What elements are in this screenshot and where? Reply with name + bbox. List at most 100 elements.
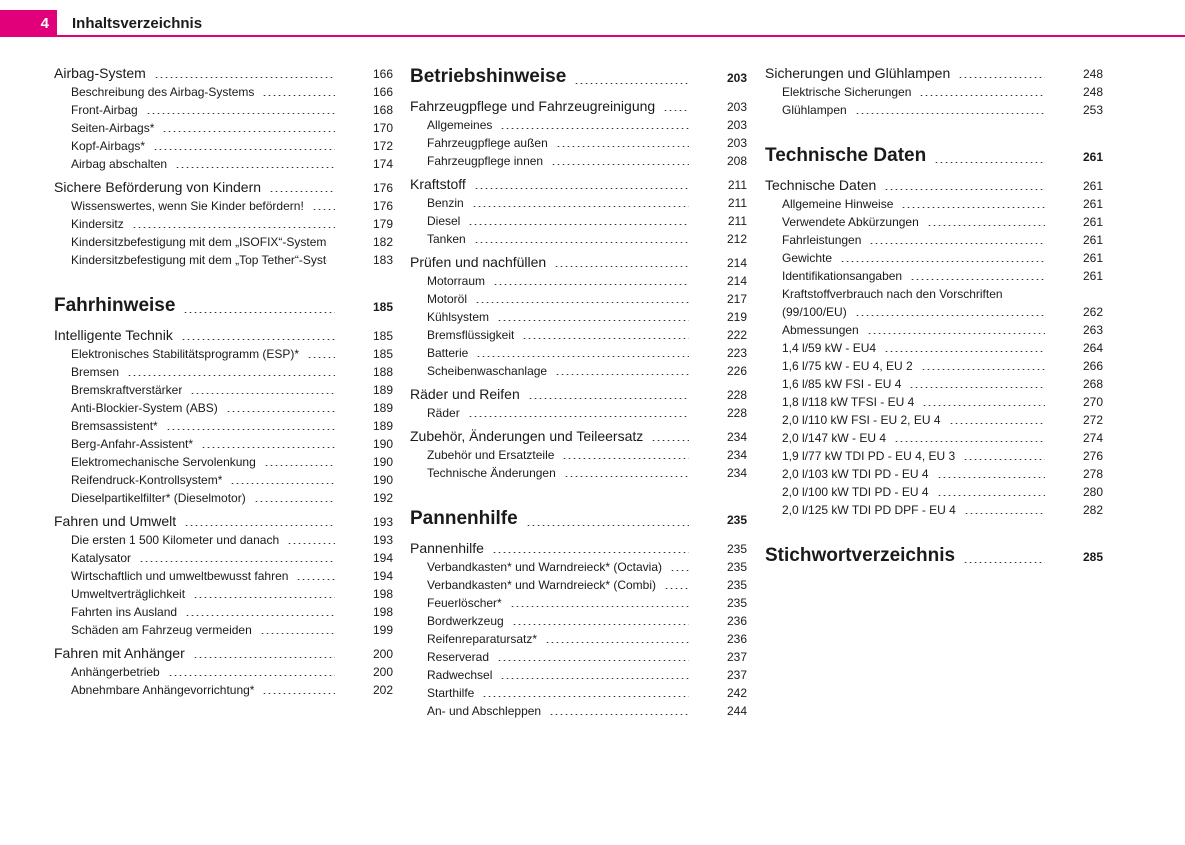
toc-entry[interactable]: Kindersitzbefestigung mit dem „ISOFIX“-S… — [54, 233, 393, 251]
toc-entry[interactable]: Elektromechanische Servolenkung 190 — [54, 453, 393, 471]
toc-entry[interactable]: Starthilfe 242 — [410, 684, 747, 702]
toc-entry[interactable]: Reifendruck-Kontrollsystem* 190 — [54, 471, 393, 489]
toc-page: 236 — [726, 614, 747, 628]
toc-entry[interactable]: Technische Änderungen 234 — [410, 464, 747, 482]
toc-entry[interactable]: Sicherungen und Glühlampen 248 — [765, 64, 1103, 83]
toc-entry[interactable]: Sichere Beförderung von Kindern 176 — [54, 178, 393, 197]
toc-entry[interactable]: Verwendete Abkürzungen 261 — [765, 213, 1103, 231]
toc-entry[interactable]: 1,8 l/118 kW TFSI - EU 4 270 — [765, 393, 1103, 411]
toc-entry[interactable]: Intelligente Technik 185 — [54, 326, 393, 345]
toc-entry[interactable]: Beschreibung des Airbag-Systems 166 — [54, 83, 393, 101]
toc-entry[interactable]: Fahrzeugpflege außen 203 — [410, 134, 747, 152]
toc-entry[interactable]: Berg-Anfahr-Assistent* 190 — [54, 435, 393, 453]
toc-entry[interactable]: Reserverad 237 — [410, 648, 747, 666]
toc-entry[interactable]: 1,4 l/59 kW - EU4 264 — [765, 339, 1103, 357]
toc-entry[interactable]: Benzin 211 — [410, 194, 747, 212]
toc-page: 282 — [1082, 503, 1103, 517]
toc-entry[interactable]: 2,0 l/147 kW - EU 4 274 — [765, 429, 1103, 447]
toc-entry[interactable]: Airbag abschalten 174 — [54, 155, 393, 173]
toc-entry[interactable]: Prüfen und nachfüllen 214 — [410, 253, 747, 272]
toc-entry[interactable]: Technische Daten 261 — [765, 143, 1103, 170]
toc-entry[interactable]: Abnehmbare Anhängevorrichtung* 202 — [54, 681, 393, 699]
toc-entry[interactable]: Fahrzeugpflege innen 208 — [410, 152, 747, 170]
toc-entry[interactable]: Betriebshinweise 203 — [410, 64, 747, 91]
dot-leader — [958, 77, 1045, 78]
toc-entry[interactable]: Motorraum 214 — [410, 272, 747, 290]
toc-entry[interactable]: Pannenhilfe 235 — [410, 539, 747, 558]
toc-entry[interactable]: Radwechsel 237 — [410, 666, 747, 684]
toc-entry[interactable]: Pannenhilfe 235 — [410, 506, 747, 533]
toc-entry[interactable]: Die ersten 1 500 Kilometer und danach 193 — [54, 531, 393, 549]
toc-entry[interactable]: 2,0 l/125 kW TDI PD DPF - EU 4 282 — [765, 501, 1103, 519]
toc-entry[interactable]: Elektrische Sicherungen 248 — [765, 83, 1103, 101]
toc-entry[interactable]: Bremsassistent* 189 — [54, 417, 393, 435]
toc-entry[interactable]: Allgemeines 203 — [410, 116, 747, 134]
toc-entry[interactable]: Feuerlöscher* 235 — [410, 594, 747, 612]
toc-entry[interactable]: Abmessungen 263 — [765, 321, 1103, 339]
toc-entry[interactable]: Bremsen 188 — [54, 363, 393, 381]
dot-leader — [936, 495, 1045, 496]
toc-entry[interactable]: Verbandkasten* und Warndreieck* (Octavia… — [410, 558, 747, 576]
toc-entry[interactable]: Front-Airbag 168 — [54, 101, 393, 119]
toc-entry-text: Sichere Beförderung von Kindern — [54, 179, 262, 195]
toc-entry[interactable]: Verbandkasten* und Warndreieck* (Combi) 2… — [410, 576, 747, 594]
toc-entry[interactable]: (99/100/EU) 262 — [765, 303, 1103, 321]
toc-entry[interactable]: Umweltverträglichkeit 198 — [54, 585, 393, 603]
toc-entry[interactable]: Fahrzeugpflege und Fahrzeugreinigung 203 — [410, 97, 747, 116]
dot-leader — [963, 513, 1045, 514]
toc-entry[interactable]: Schäden am Fahrzeug vermeiden 199 — [54, 621, 393, 639]
toc-entry[interactable]: Anti-Blockier-System (ABS) 189 — [54, 399, 393, 417]
toc-entry[interactable]: Zubehör, Änderungen und Teileersatz 234 — [410, 427, 747, 446]
toc-entry[interactable]: Seiten-Airbags* 170 — [54, 119, 393, 137]
toc-entry-text[interactable]: Kraftstoffverbrauch nach den Vorschrifte… — [782, 287, 1003, 301]
toc-entry[interactable]: Wirtschaftlich und umweltbewusst fahren 1… — [54, 567, 393, 585]
toc-entry[interactable]: Bremskraftverstärker 189 — [54, 381, 393, 399]
toc-entry[interactable]: Katalysator 194 — [54, 549, 393, 567]
toc-entry-text: 2,0 l/110 kW FSI - EU 2, EU 4 — [782, 413, 941, 427]
toc-entry[interactable]: Glühlampen 253 — [765, 101, 1103, 119]
toc-entry[interactable]: Motoröl 217 — [410, 290, 747, 308]
toc-entry[interactable]: 1,6 l/85 kW FSI - EU 4 268 — [765, 375, 1103, 393]
toc-entry[interactable]: Fahrleistungen 261 — [765, 231, 1103, 249]
toc-entry[interactable]: 1,9 l/77 kW TDI PD - EU 4, EU 3 276 — [765, 447, 1103, 465]
toc-entry[interactable]: 2,0 l/103 kW TDI PD - EU 4 278 — [765, 465, 1103, 483]
toc-entry[interactable]: Räder und Reifen 228 — [410, 385, 747, 404]
toc-entry[interactable]: Allgemeine Hinweise 261 — [765, 195, 1103, 213]
toc-page: 235 — [726, 542, 747, 556]
toc-entry[interactable]: Scheibenwaschanlage 226 — [410, 362, 747, 380]
toc-entry[interactable]: Fahren mit Anhänger 200 — [54, 644, 393, 663]
toc-entry[interactable]: Identifikationsangaben 261 — [765, 267, 1103, 285]
toc-page: 203 — [726, 136, 747, 150]
toc-entry[interactable]: Elektronisches Stabilitätsprogramm (ESP)… — [54, 345, 393, 363]
toc-entry[interactable]: Kühlsystem 219 — [410, 308, 747, 326]
toc-entry[interactable]: 2,0 l/100 kW TDI PD - EU 4 280 — [765, 483, 1103, 501]
toc-entry[interactable]: Kraftstoff 211 — [410, 175, 747, 194]
toc-entry[interactable]: Kindersitz 179 — [54, 215, 393, 233]
dot-leader — [854, 113, 1045, 114]
toc-page: 236 — [726, 632, 747, 646]
toc-entry[interactable]: Wissenswertes, wenn Sie Kinder befördern… — [54, 197, 393, 215]
toc-entry[interactable]: Kindersitzbefestigung mit dem „Top Tethe… — [54, 251, 393, 269]
toc-entry[interactable]: Anhängerbetrieb 200 — [54, 663, 393, 681]
toc-entry[interactable]: Dieselpartikelfilter* (Dieselmotor) 192 — [54, 489, 393, 507]
toc-entry[interactable]: Kopf-Airbags* 172 — [54, 137, 393, 155]
toc-page: 235 — [726, 513, 747, 527]
toc-entry[interactable]: Gewichte 261 — [765, 249, 1103, 267]
toc-entry[interactable]: 1,6 l/75 kW - EU 4, EU 2 266 — [765, 357, 1103, 375]
toc-entry[interactable]: 2,0 l/110 kW FSI - EU 2, EU 4 272 — [765, 411, 1103, 429]
toc-entry[interactable]: Reifenreparatursatz* 236 — [410, 630, 747, 648]
toc-entry[interactable]: Räder 228 — [410, 404, 747, 422]
toc-entry[interactable]: Batterie 223 — [410, 344, 747, 362]
toc-entry[interactable]: Zubehör und Ersatzteile 234 — [410, 446, 747, 464]
toc-entry[interactable]: Diesel 211 — [410, 212, 747, 230]
toc-entry[interactable]: Fahren und Umwelt 193 — [54, 512, 393, 531]
toc-entry[interactable]: Fahrten ins Ausland 198 — [54, 603, 393, 621]
toc-entry[interactable]: An- und Abschleppen 244 — [410, 702, 747, 720]
toc-entry[interactable]: Bordwerkzeug 236 — [410, 612, 747, 630]
toc-entry[interactable]: Fahrhinweise 185 — [54, 293, 393, 320]
toc-entry[interactable]: Airbag-System 166 — [54, 64, 393, 83]
toc-entry[interactable]: Bremsflüssigkeit 222 — [410, 326, 747, 344]
toc-entry[interactable]: Technische Daten 261 — [765, 176, 1103, 195]
toc-entry[interactable]: Stichwortverzeichnis 285 — [765, 543, 1103, 570]
toc-entry[interactable]: Tanken 212 — [410, 230, 747, 248]
